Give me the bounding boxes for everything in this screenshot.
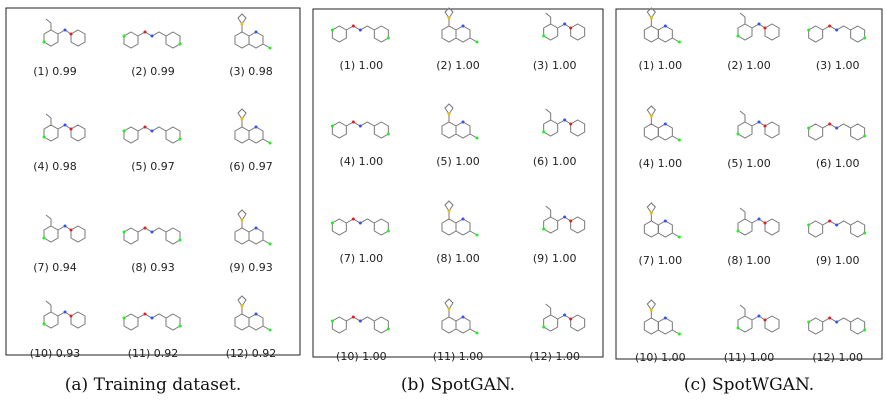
molecule (331, 218, 390, 236)
molecule-label: (1) 0.99 (33, 65, 77, 78)
molecule-label: (7) 1.00 (639, 254, 683, 267)
molecule (43, 215, 86, 242)
molecule-label: (6) 1.00 (533, 155, 577, 168)
molecule (737, 13, 780, 40)
molecule (807, 25, 866, 43)
panel-caption: (a) Training dataset. (65, 375, 241, 395)
molecule-label: (10) 1.00 (336, 350, 387, 363)
molecule (123, 31, 182, 49)
molecule (644, 106, 681, 142)
molecule-label: (9) 0.93 (229, 261, 273, 274)
molecule-label: (9) 1.00 (816, 254, 860, 267)
molecule (737, 111, 780, 138)
molecule (123, 126, 182, 144)
molecule-label: (1) 1.00 (340, 59, 384, 72)
molecule (43, 114, 86, 141)
molecule-label: (3) 1.00 (533, 59, 577, 72)
molecule (542, 206, 585, 233)
molecule-label: (2) 1.00 (436, 59, 480, 72)
molecule (644, 203, 681, 239)
molecule-label: (7) 0.94 (33, 261, 77, 274)
molecule-label: (4) 0.98 (33, 160, 77, 173)
molecule-label: (2) 0.99 (131, 65, 175, 78)
molecule (235, 14, 272, 50)
molecule-label: (12) 1.00 (529, 350, 580, 363)
panel-caption: (b) SpotGAN. (401, 375, 515, 395)
molecule (542, 13, 585, 40)
molecule (442, 8, 479, 44)
molecule-label: (11) 0.92 (128, 347, 179, 360)
molecule (542, 304, 585, 331)
molecule-label: (6) 0.97 (229, 160, 273, 173)
molecule-label: (11) 1.00 (724, 351, 775, 364)
molecule (542, 109, 585, 136)
molecule-label: (8) 1.00 (436, 252, 480, 265)
molecule (442, 299, 479, 335)
panel-caption: (c) SpotWGAN. (684, 375, 814, 395)
molecule (737, 305, 780, 332)
molecule (442, 104, 479, 140)
molecule (644, 300, 681, 336)
molecule-label: (3) 1.00 (816, 59, 860, 72)
figure: (1) 0.99 (2) 0.99 (3) 0.98 (4) 0.98 (5) 0.97… (0, 0, 886, 411)
molecule-label: (6) 1.00 (816, 157, 860, 170)
molecule (235, 210, 272, 246)
molecule (331, 121, 390, 139)
molecule-label: (10) 1.00 (635, 351, 686, 364)
molecule-label: (2) 1.00 (727, 59, 771, 72)
molecule (331, 316, 390, 334)
molecule (43, 19, 86, 46)
molecule-label: (7) 1.00 (340, 252, 384, 265)
molecule-label: (5) 1.00 (436, 155, 480, 168)
molecule-label: (11) 1.00 (433, 350, 484, 363)
molecule (235, 109, 272, 145)
molecule-label: (5) 1.00 (727, 157, 771, 170)
molecule-label: (8) 0.93 (131, 261, 175, 274)
molecule (737, 208, 780, 235)
molecule (644, 8, 681, 44)
molecule-label: (9) 1.00 (533, 252, 577, 265)
molecule (807, 123, 866, 141)
molecule-label: (12) 0.92 (226, 347, 277, 360)
molecule-label: (12) 1.00 (812, 351, 863, 364)
molecule (807, 317, 866, 335)
molecule (807, 220, 866, 238)
molecule (43, 301, 86, 328)
molecule-label: (4) 1.00 (340, 155, 384, 168)
molecule (123, 227, 182, 245)
molecule-label: (5) 0.97 (131, 160, 175, 173)
molecule-label: (10) 0.93 (30, 347, 81, 360)
molecule (123, 313, 182, 331)
molecule-label: (3) 0.98 (229, 65, 273, 78)
molecule (331, 25, 390, 43)
molecule-label: (8) 1.00 (727, 254, 771, 267)
molecule (442, 201, 479, 237)
molecule-label: (4) 1.00 (639, 157, 683, 170)
molecule-label: (1) 1.00 (639, 59, 683, 72)
panel-frame (6, 8, 300, 355)
molecule (235, 296, 272, 332)
